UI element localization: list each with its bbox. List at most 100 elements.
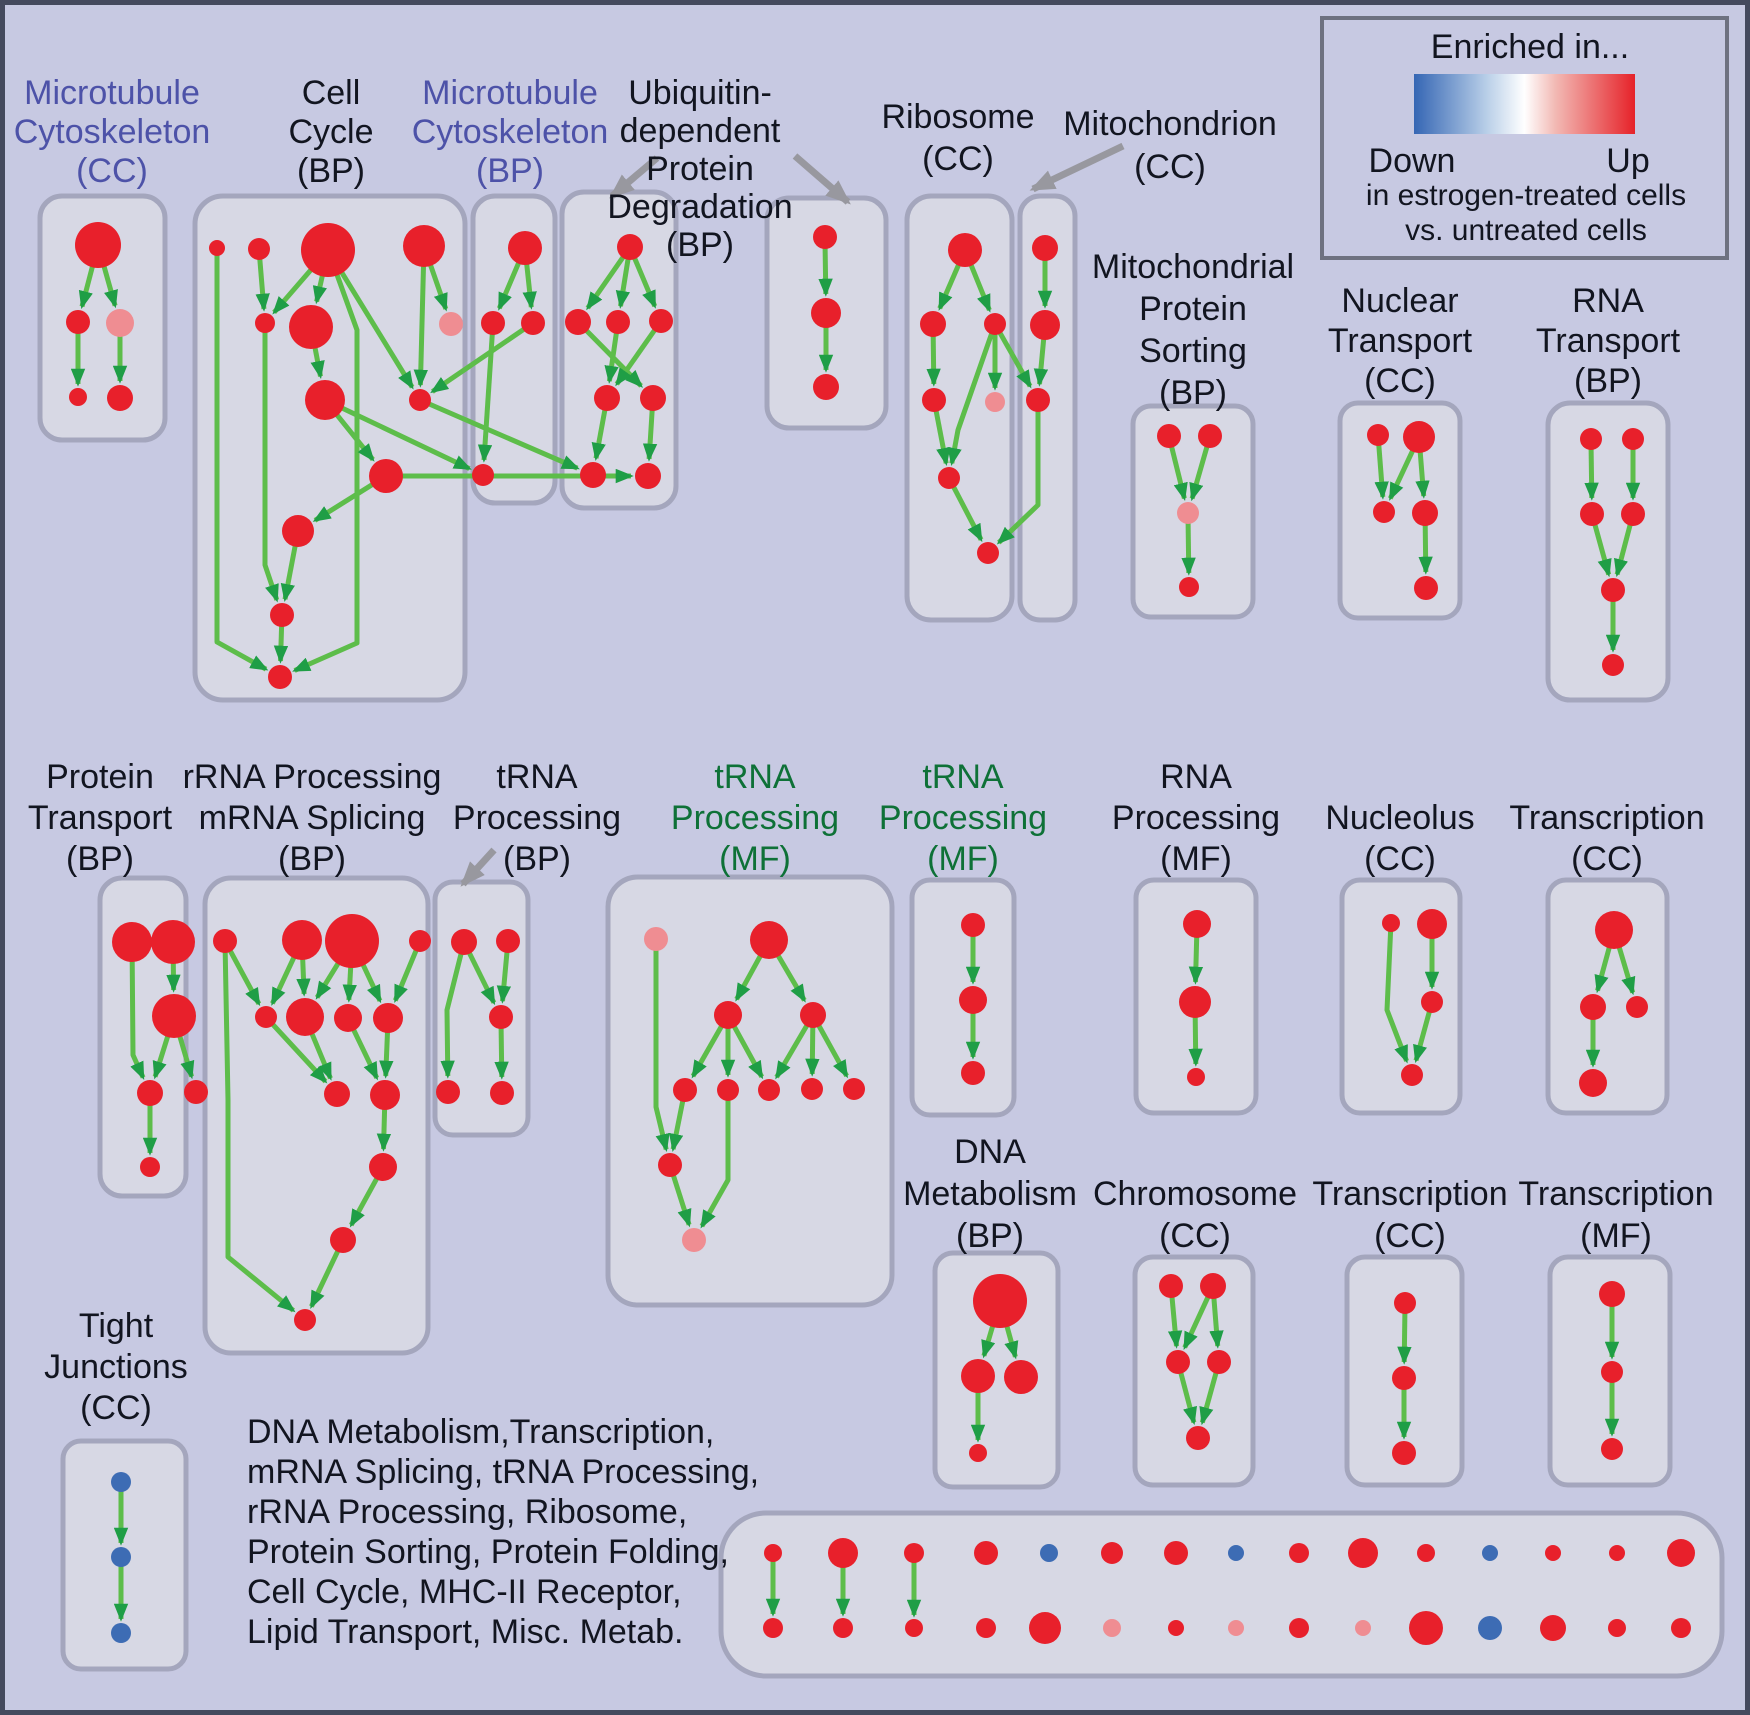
- label-rna-transport-bp-line-2: Transport: [1536, 322, 1681, 360]
- label-rna-transport-bp-line-1: RNA: [1572, 282, 1644, 320]
- edge-cc4-cc7: [428, 264, 449, 312]
- node-cc7: [439, 312, 463, 336]
- legend-subtitle-line-1: in estrogen-treated cells: [1366, 179, 1686, 212]
- edge-rr6-rr9: [309, 1032, 333, 1081]
- node-wt8: [1228, 1545, 1244, 1561]
- node-tb4: [436, 1080, 460, 1104]
- node-nt5: [1414, 576, 1438, 600]
- label-chromosome-cc-line-2: (CC): [1159, 1217, 1231, 1255]
- edge-mbp1-mbp2: [496, 261, 522, 311]
- node-wt1: [764, 1544, 782, 1562]
- edge-tc1-tc3: [1616, 946, 1636, 996]
- edge-u10-u11: [671, 1174, 692, 1228]
- node-wb15: [1671, 1618, 1691, 1638]
- node-dm4: [969, 1444, 987, 1462]
- node-ch1: [1159, 1274, 1183, 1298]
- box-mitochondrion: [1017, 193, 1078, 623]
- node-mbp4: [472, 464, 494, 486]
- edge-ch2-ch4: [1209, 1297, 1224, 1349]
- edge-ubm3-ubn1: [614, 328, 657, 387]
- edge-u5-u10: [669, 1100, 686, 1152]
- label-trna-processing-bp-line-3: (BP): [503, 840, 571, 878]
- node-ubn1: [594, 385, 620, 411]
- label-misc-clusters-text-line-4: Protein Sorting, Protein Folding,: [247, 1533, 729, 1571]
- node-rt5: [1601, 578, 1625, 602]
- label-microtubule-cytoskeleton-cc-line-3: (CC): [76, 152, 148, 190]
- edge-cc3-cc9: [339, 270, 415, 390]
- edge-rr2-rr5: [270, 956, 297, 1006]
- node-mcc5: [107, 385, 133, 411]
- node-rr7: [334, 1004, 362, 1032]
- node-wt14: [1609, 1545, 1625, 1561]
- node-u4: [800, 1002, 826, 1028]
- label-trna-processing-mf-1-line-3: (MF): [719, 840, 791, 878]
- node-rr13: [294, 1309, 316, 1331]
- node-tb1: [451, 929, 477, 955]
- label-transcription-cc-row2: Transcription(CC): [1509, 799, 1704, 878]
- label-ubiquitin-degradation-bp-line-5: (BP): [666, 226, 734, 264]
- node-cc5: [255, 313, 275, 333]
- node-wb5: [1029, 1612, 1061, 1644]
- node-cc2: [248, 238, 270, 260]
- label-misc-clusters-text-line-3: rRNA Processing, Ribosome,: [247, 1493, 687, 1531]
- node-x3: [1392, 1441, 1416, 1465]
- label-misc-clusters-text-line-6: Lipid Transport, Misc. Metab.: [247, 1613, 684, 1651]
- legend-up-label: Up: [1606, 142, 1649, 180]
- edge-cc10-cc11: [312, 482, 374, 523]
- label-misc-clusters-text-line-1: DNA Metabolism,Transcription,: [247, 1413, 714, 1451]
- edge-cc3-cc6: [312, 274, 327, 305]
- label-nucleolus-cc: Nucleolus(CC): [1325, 799, 1474, 878]
- node-cc4: [403, 225, 445, 267]
- edge-mit3-rib7: [996, 411, 1041, 545]
- node-nt3: [1373, 501, 1395, 523]
- node-dm3: [1004, 1360, 1038, 1394]
- edge-u3-u5: [690, 1025, 724, 1079]
- edge-pt1-pt4: [129, 960, 146, 1080]
- node-rt4: [1621, 502, 1645, 526]
- edge-mcc1-mcc3: [101, 265, 118, 309]
- node-rt2: [1622, 428, 1644, 450]
- node-wb4: [976, 1618, 996, 1638]
- box-nuclear-transport: [1337, 400, 1463, 621]
- edge-cc11-cc12: [280, 545, 298, 602]
- edge-rr11-rr12: [349, 1177, 379, 1228]
- label-ubiquitin-degradation-bp: Ubiquitin-dependentProteinDegradation(BP…: [607, 74, 792, 264]
- label-ubiquitin-degradation-bp-line-4: Degradation: [607, 188, 792, 226]
- edge-mbp3-cc9: [430, 327, 526, 394]
- node-wb8: [1228, 1620, 1244, 1636]
- edge-cc4-cc9: [413, 265, 428, 388]
- node-rib6: [938, 467, 960, 489]
- node-ch5: [1186, 1426, 1210, 1450]
- node-nu4: [1401, 1064, 1423, 1086]
- edge-pt3-pt5: [177, 1035, 195, 1080]
- edge-rp1-rp2: [1188, 936, 1204, 985]
- node-tc1: [1595, 911, 1633, 949]
- node-rib7: [977, 542, 999, 564]
- box-microtubule-bp: [470, 193, 558, 506]
- edge-ubn2-ubb2: [642, 409, 658, 462]
- label-tight-junctions-cc-line-2: Junctions: [44, 1348, 188, 1386]
- label-microtubule-cytoskeleton-cc-line-1: Microtubule: [24, 74, 200, 112]
- node-u7: [758, 1079, 780, 1101]
- label-microtubule-cytoskeleton-bp-line-3: (BP): [476, 152, 544, 190]
- label-dna-metabolism-bp-line-1: DNA: [954, 1133, 1026, 1171]
- label-trna-processing-bp-line-2: Processing: [453, 799, 621, 837]
- edge-nt2-nt3: [1388, 449, 1415, 501]
- node-wb14: [1608, 1619, 1626, 1637]
- node-rib3: [984, 313, 1006, 335]
- label-ribosome-cc-line-2: (CC): [922, 140, 994, 178]
- label-cell-cycle-bp-line-3: (BP): [297, 152, 365, 190]
- node-cc9: [409, 389, 431, 411]
- label-pointer-arrow-1: [609, 155, 660, 199]
- edge-rr5-rr9: [270, 1022, 328, 1084]
- label-transcription-cc-row3: Transcription (CC): [1312, 1175, 1507, 1255]
- node-u6: [717, 1079, 739, 1101]
- node-dm2: [961, 1359, 995, 1393]
- label-protein-transport-bp-line-1: Protein: [46, 758, 154, 796]
- node-tc3: [1626, 996, 1648, 1018]
- node-cc11: [282, 515, 314, 547]
- box-misc-wide: [718, 1510, 1725, 1679]
- node-nt1: [1367, 424, 1389, 446]
